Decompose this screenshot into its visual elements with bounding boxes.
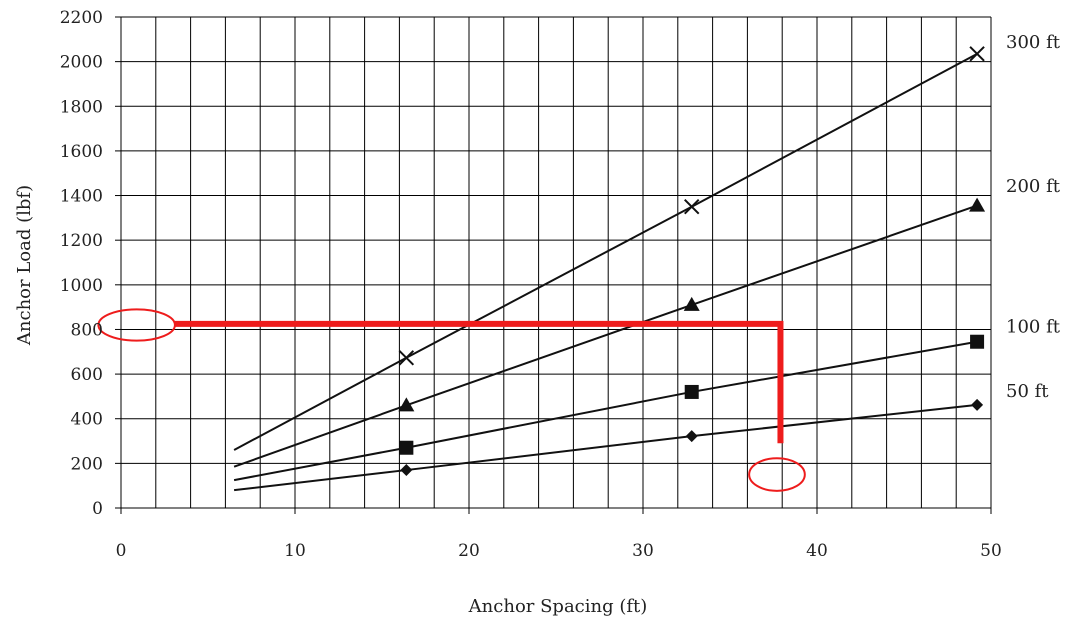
data-point-x-marker	[969, 46, 985, 62]
x-tick-label: 50	[980, 541, 1002, 561]
data-point-x-marker	[684, 198, 700, 215]
series-labels: 300 ft 200 ft 100 ft 50 ft	[1006, 32, 1061, 402]
y-tick-label: 1800	[60, 97, 103, 117]
y-tick-label: 2000	[60, 53, 103, 73]
data-point-diamond-marker	[685, 430, 698, 443]
data-point-triangle-marker	[683, 296, 700, 311]
y-tick-label: 2200	[60, 8, 103, 28]
series-line	[233, 52, 978, 451]
data-point-diamond-marker	[400, 464, 413, 477]
x-tick-label: 20	[458, 541, 480, 561]
data-point-square-marker	[399, 440, 414, 455]
y-tick-label: 0	[92, 499, 103, 519]
y-tick-label: 200	[71, 454, 103, 474]
y-tick-label: 1400	[60, 187, 103, 207]
data-point-triangle-marker	[398, 397, 415, 412]
x-tick-label: 30	[632, 541, 654, 561]
red-circle-annotation	[97, 308, 176, 342]
data-point-triangle-marker	[969, 197, 986, 212]
x-tick-label: 0	[116, 541, 127, 561]
x-tick-label: 40	[806, 541, 828, 561]
series-label: 50 ft	[1006, 381, 1049, 402]
y-tick-label: 1200	[60, 231, 103, 251]
series-label: 300 ft	[1006, 32, 1061, 53]
series-markers	[398, 46, 986, 477]
series-line	[233, 403, 978, 492]
data-point-x-marker	[398, 350, 415, 366]
series-label: 100 ft	[1006, 316, 1061, 337]
x-axis-label: Anchor Spacing (ft)	[468, 596, 648, 617]
data-point-diamond-marker	[971, 398, 984, 411]
data-point-square-marker	[970, 334, 985, 349]
y-tick-label: 800	[71, 320, 103, 340]
series-label: 200 ft	[1006, 176, 1061, 197]
series-lines	[233, 52, 978, 492]
grid	[115, 16, 992, 514]
y-tick-label: 600	[71, 365, 103, 385]
x-tick-label: 10	[284, 541, 306, 561]
series-line	[233, 340, 978, 482]
data-point-square-marker	[684, 384, 699, 399]
x-tick-labels: 0 10 20 30 40 50	[116, 541, 1002, 561]
y-tick-label: 1600	[60, 142, 103, 162]
red-annotations	[97, 308, 806, 492]
red-circle-annotation	[748, 457, 806, 492]
series-line	[233, 204, 978, 468]
y-axis-label: Anchor Load (lbf)	[14, 185, 35, 346]
y-tick-label: 400	[71, 410, 103, 430]
y-tick-labels: 0 200 400 600 800 1000 1200 1400 1600 1800 2000 220…	[60, 8, 103, 519]
red-guide-line	[174, 320, 784, 444]
y-tick-label: 1000	[60, 276, 103, 296]
